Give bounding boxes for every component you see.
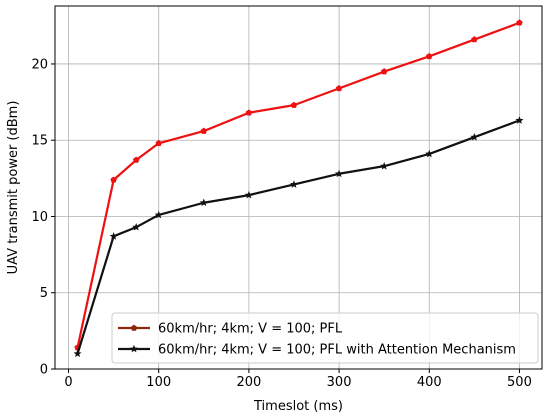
series-1-line [76,21,520,348]
legend-swatch-marker [130,344,138,353]
ticks: 0 100 200 300 400 500 0 5 10 15 20 [31,57,531,390]
legend-swatch-marker [130,324,138,331]
series-1-point [335,84,343,92]
series-2-point [335,169,344,178]
y-tick-label: 5 [40,286,48,301]
series-2-point [132,222,141,231]
y-axis-label: UAV transmit power (dBm) [6,101,21,275]
series-1-point [426,52,433,60]
legend-entries: 60km/hr; 4km; V = 100; PFL 60km/hr; 4km; … [118,322,516,358]
series-2-point [199,198,208,207]
series-1 [74,19,523,351]
x-tick-label: 300 [327,375,352,390]
series-1-point [290,101,298,108]
y-tick-label: 0 [40,363,48,378]
series-2-point [109,232,118,240]
series-2-point [515,116,524,124]
x-tick-label: 400 [417,375,442,390]
legend-label: 60km/hr; 4km; V = 100; PFL with Attentio… [158,343,516,358]
series-2 [73,116,524,358]
series-2-point [154,210,163,219]
series-2-point [244,190,253,199]
series-1-point [516,19,523,26]
series-layer [73,19,524,358]
series-1-point [132,156,140,163]
series-1-point [110,176,117,183]
series-1-point [245,109,253,116]
series-2-point [73,349,82,358]
series-1-point [155,139,162,147]
legend: 60km/hr; 4km; V = 100; PFL 60km/hr; 4km; … [111,312,539,364]
x-axis-label: Timeslot (ms) [253,399,343,414]
legend-box [111,312,539,364]
series-1-point [471,36,478,43]
plot-frame [54,5,543,370]
y-tick-label: 15 [31,134,48,149]
y-tick-label: 20 [31,57,48,72]
series-1-point [200,127,208,134]
series-2-point [470,132,479,141]
series-2-point [290,180,298,188]
series-2-point [380,161,389,170]
x-tick-label: 200 [236,375,261,390]
y-tick-label: 10 [31,210,48,225]
legend-label: 60km/hr; 4km; V = 100; PFL [158,322,343,337]
series-1-point [380,68,388,75]
x-tick-label: 500 [507,375,532,390]
legend-entry-1: 60km/hr; 4km; V = 100; PFL [118,322,343,337]
x-tick-label: 0 [64,375,72,390]
x-tick-label: 100 [146,375,171,390]
legend-entry-2: 60km/hr; 4km; V = 100; PFL with Attentio… [118,343,516,358]
series-2-line [76,119,520,355]
series-2-point [425,149,434,158]
